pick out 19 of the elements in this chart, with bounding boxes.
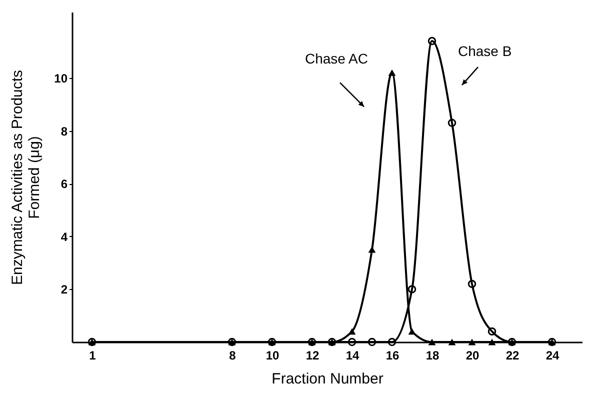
x-tick-label: 8 <box>229 348 236 362</box>
y-tick-label: 6 <box>60 177 68 192</box>
x-tick-label: 14 <box>346 348 360 362</box>
x-tick-label: 12 <box>306 348 320 362</box>
series-label: Chase B <box>458 43 512 60</box>
x-tick-label: 18 <box>426 348 440 362</box>
x-tick-label: 24 <box>546 348 560 362</box>
x-tick-label: 16 <box>386 348 400 362</box>
y-tick-label: 4 <box>60 230 68 244</box>
y-tick-label: 8 <box>60 124 68 138</box>
series-label: Chase AC <box>304 50 368 67</box>
y-tick-label: 10 <box>54 72 68 86</box>
x-tick-label: 10 <box>266 348 280 362</box>
x-tick-label: 1 <box>89 348 96 362</box>
y-axis-title: Enzymatic Activities as Products Formed (μg) <box>9 70 44 286</box>
y-tick-label: 2 <box>60 282 68 297</box>
x-axis-title: Fraction Number <box>272 370 384 388</box>
x-tick-label: 20 <box>466 348 480 362</box>
x-tick-label: 22 <box>506 348 520 362</box>
